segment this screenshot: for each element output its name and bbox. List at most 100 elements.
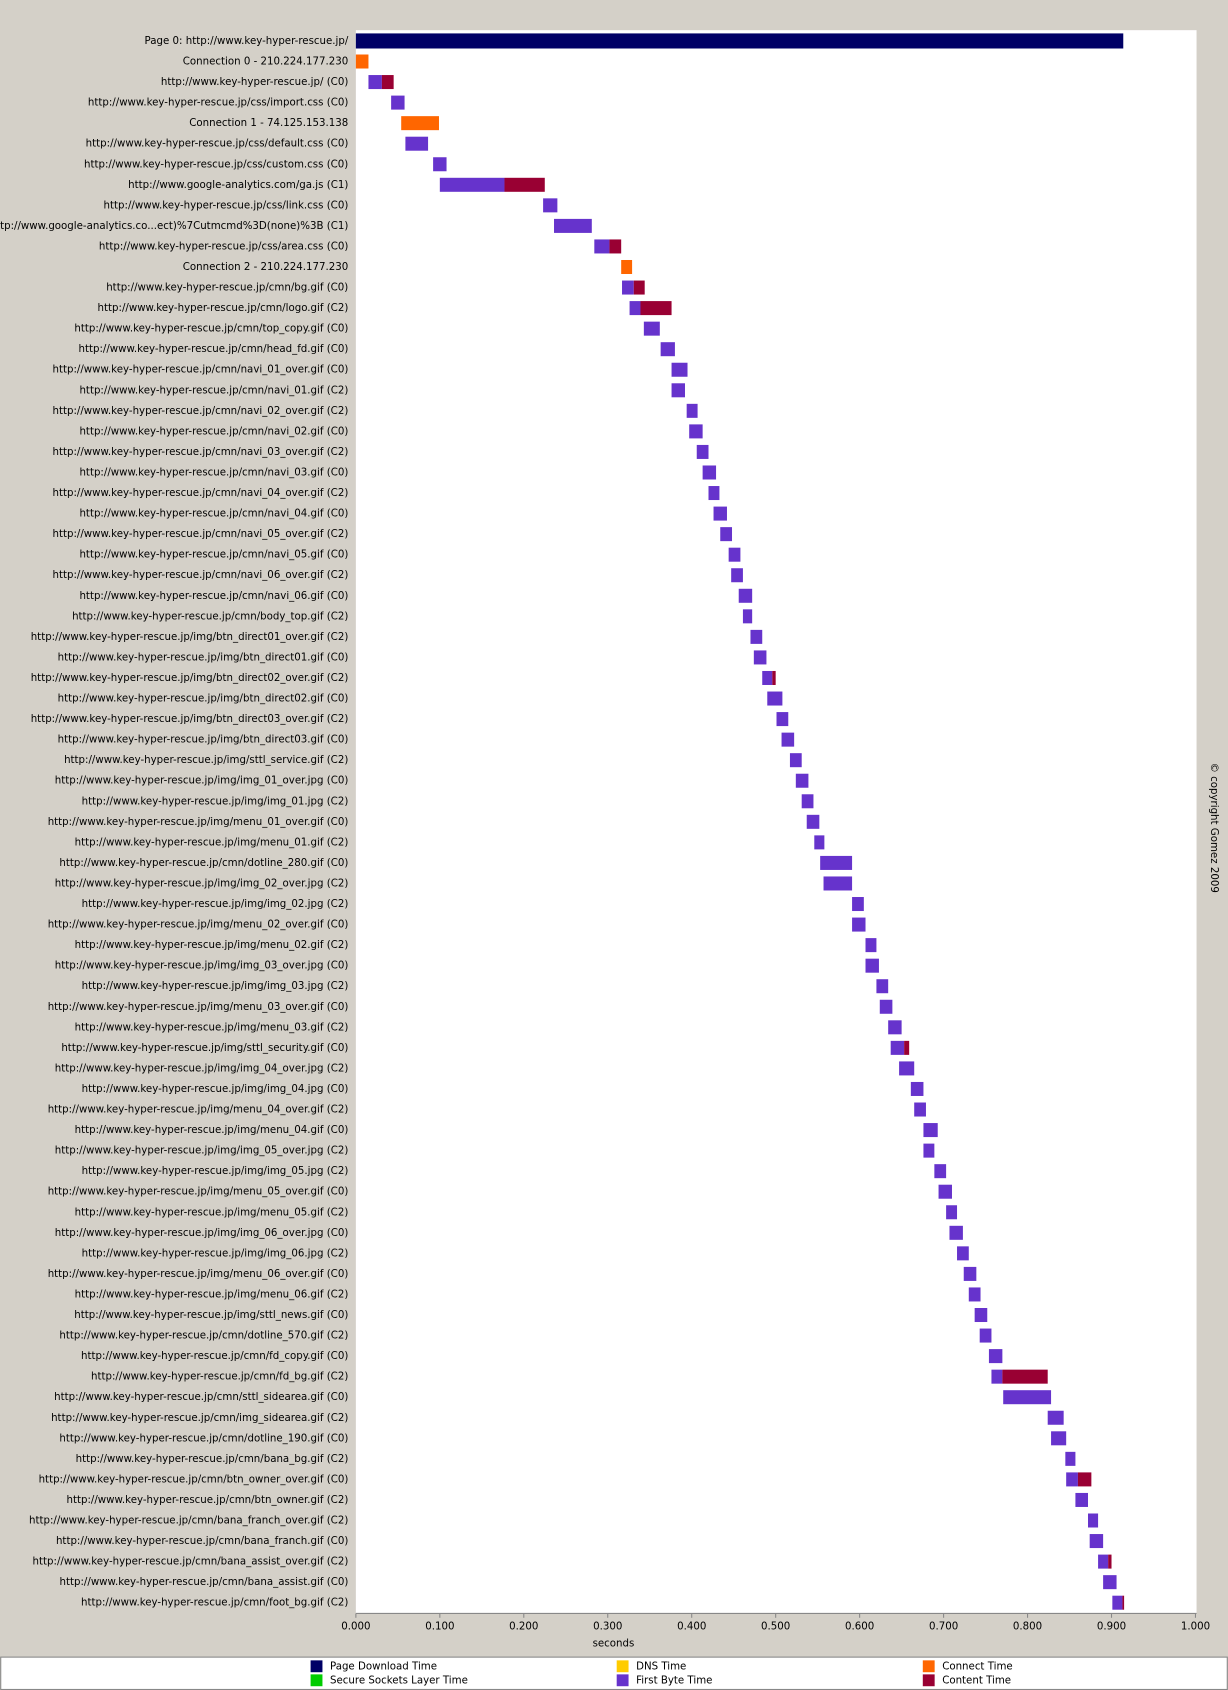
row-label: http://www.key-hyper-rescue.jp/cmn/dotli… xyxy=(59,1331,348,1342)
segment xyxy=(405,136,429,151)
segment xyxy=(820,855,853,870)
legend-label: Connect Time xyxy=(942,1661,1013,1672)
row-label: http://www.key-hyper-rescue.jp/img/btn_d… xyxy=(58,735,349,746)
row-label: http://www.key-hyper-rescue.jp/css/link.… xyxy=(104,200,349,211)
segment xyxy=(629,301,641,316)
row-label: http://www.key-hyper-rescue.jp/img/img_0… xyxy=(55,878,349,889)
segment xyxy=(923,1143,935,1158)
row-label: http://www.key-hyper-rescue.jp/img/img_0… xyxy=(55,961,349,972)
row-label: http://www.key-hyper-rescue.jp/img/sttl_… xyxy=(61,1043,348,1054)
segment xyxy=(708,486,720,501)
row-label: http://www.key-hyper-rescue.jp/img/menu_… xyxy=(48,1269,349,1280)
row-label: http://www.key-hyper-rescue.jp/cmn/bana_… xyxy=(76,1454,349,1465)
row-label: http://www.key-hyper-rescue.jp/cmn/fd_bg… xyxy=(91,1372,348,1383)
row-label: http://www.key-hyper-rescue.jp/cmn/bana_… xyxy=(29,1516,348,1527)
segment xyxy=(1077,1472,1092,1487)
row-label: http://www.key-hyper-rescue.jp/css/area.… xyxy=(99,241,348,252)
segment xyxy=(852,917,866,932)
row-label: Connection 1 - 74.125.153.138 xyxy=(189,118,348,129)
row-label: http://www.key-hyper-rescue.jp/img/menu_… xyxy=(75,837,349,848)
segment xyxy=(781,732,795,747)
legend-swatch xyxy=(310,1660,323,1673)
segment xyxy=(923,1123,938,1138)
legend-label: First Byte Time xyxy=(636,1675,712,1686)
row-label: http://www.key-hyper-rescue.jp/img/menu_… xyxy=(48,817,349,828)
row-label: http://www.key-hyper-rescue.jp/img/menu_… xyxy=(75,1289,349,1300)
segment xyxy=(789,753,802,768)
segment xyxy=(686,403,698,418)
segment xyxy=(1047,1410,1064,1425)
segment xyxy=(391,95,405,110)
row-label: http://www.key-hyper-rescue.jp/img/menu_… xyxy=(75,1022,349,1033)
segment xyxy=(979,1328,992,1343)
row-label: http://www.key-hyper-rescue.jp/cmn/sttl_… xyxy=(54,1392,348,1403)
segment xyxy=(742,609,753,624)
legend-label: Content Time xyxy=(942,1675,1011,1686)
segment xyxy=(671,383,685,398)
row-label: http://www.key-hyper-rescue.jp/cmn/head_… xyxy=(78,344,348,355)
segment xyxy=(1122,1595,1125,1610)
segment xyxy=(899,1061,915,1076)
row-label: http://www.key-hyper-rescue.jp/img/img_0… xyxy=(82,1248,349,1259)
row-label: http://www.key-hyper-rescue.jp/cmn/bana_… xyxy=(56,1536,348,1547)
segment xyxy=(355,33,1124,49)
segment xyxy=(609,239,622,254)
segment xyxy=(776,712,789,727)
row-label: http://www.key-hyper-rescue.jp/img/menu_… xyxy=(48,1105,349,1116)
segment xyxy=(696,444,709,459)
row-label: http://www.key-hyper-rescue.jp/ (C0) xyxy=(161,77,348,88)
row-label: http://www.key-hyper-rescue.jp/css/impor… xyxy=(88,98,348,109)
row-label: http://www.key-hyper-rescue.jp/cmn/navi_… xyxy=(52,529,348,540)
row-label: http://www.key-hyper-rescue.jp/img/btn_d… xyxy=(31,632,349,643)
segment xyxy=(865,958,879,973)
segment xyxy=(914,1102,926,1117)
segment xyxy=(1003,1390,1052,1405)
row-label: http://www.key-hyper-rescue.jp/cmn/bana_… xyxy=(33,1557,349,1568)
segment xyxy=(622,280,634,295)
row-label: http://www.key-hyper-rescue.jp/img/img_0… xyxy=(82,899,349,910)
x-tick-label: 1.000 xyxy=(1181,1621,1210,1632)
segment xyxy=(671,362,688,377)
x-tick-label: 0.700 xyxy=(929,1621,958,1632)
row-label: http://www.key-hyper-rescue.jp/cmn/img_s… xyxy=(51,1413,348,1424)
row-label: http://www.key-hyper-rescue.jp/cmn/fd_co… xyxy=(81,1351,348,1362)
segment xyxy=(1103,1575,1117,1590)
segment xyxy=(949,1225,963,1240)
x-tick-label: 0.400 xyxy=(677,1621,706,1632)
segment xyxy=(1089,1534,1104,1549)
x-tick-label: 0.600 xyxy=(845,1621,874,1632)
row-label: http://www.key-hyper-rescue.jp/cmn/dotli… xyxy=(59,858,348,869)
row-label: http://www.key-hyper-rescue.jp/cmn/dotli… xyxy=(59,1433,348,1444)
row-label: http://www.key-hyper-rescue.jp/img/menu_… xyxy=(75,940,349,951)
legend-swatch xyxy=(616,1660,629,1673)
legend-box xyxy=(0,1656,1228,1690)
segment xyxy=(946,1205,958,1220)
row-label: http://www.key-hyper-rescue.jp/cmn/navi_… xyxy=(52,447,348,458)
row-label: http://www.key-hyper-rescue.jp/cmn/foot_… xyxy=(81,1598,348,1609)
segment xyxy=(963,1266,977,1281)
x-tick-label: 0.500 xyxy=(761,1621,790,1632)
row-label: http://www.google-analytics.com/ga.js (C… xyxy=(128,180,348,191)
legend-swatch xyxy=(922,1660,935,1673)
segment xyxy=(728,547,741,562)
row-label: http://www.key-hyper-rescue.jp/img/img_0… xyxy=(82,981,349,992)
segment xyxy=(554,218,592,233)
segment xyxy=(795,773,809,788)
segment xyxy=(852,897,864,912)
segment xyxy=(910,1081,924,1096)
segment xyxy=(1075,1492,1089,1507)
segment xyxy=(1112,1595,1123,1610)
segment xyxy=(772,670,776,685)
segment xyxy=(934,1164,947,1179)
segment xyxy=(381,75,394,90)
segment xyxy=(814,835,825,850)
x-axis-label: seconds xyxy=(593,1639,635,1650)
row-label: http://www.key-hyper-rescue.jp/img/img_0… xyxy=(55,1228,349,1239)
legend-label: Secure Sockets Layer Time xyxy=(330,1675,468,1686)
row-label: http://www.key-hyper-rescue.jp/img/btn_d… xyxy=(31,714,349,725)
segment xyxy=(1066,1472,1078,1487)
row-label: http://www.key-hyper-rescue.jp/img/menu_… xyxy=(48,1002,349,1013)
segment xyxy=(904,1040,910,1055)
row-label: http://www.key-hyper-rescue.jp/img/menu_… xyxy=(75,1125,349,1136)
